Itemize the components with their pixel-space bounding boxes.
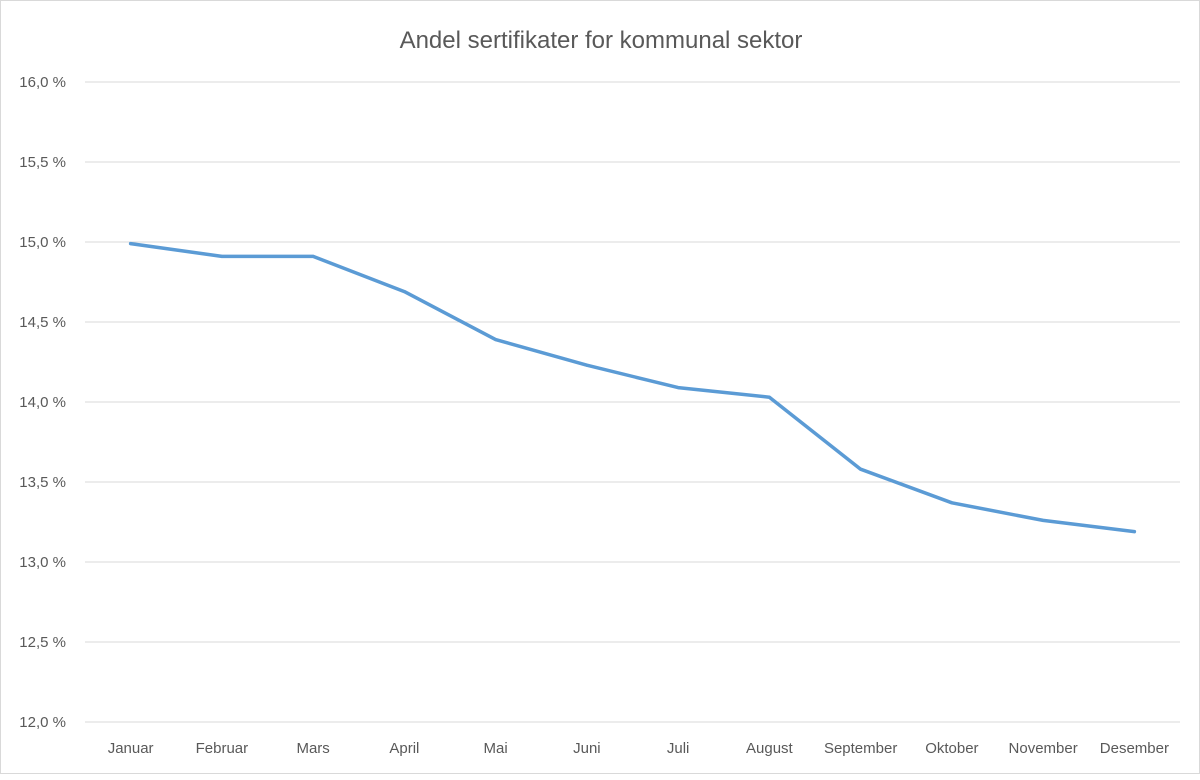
data-point bbox=[585, 363, 589, 367]
x-tick-label: Juli bbox=[667, 740, 690, 757]
data-point bbox=[129, 242, 133, 246]
x-tick-label: Oktober bbox=[925, 740, 978, 757]
data-point bbox=[1041, 518, 1045, 522]
chart-title: Andel sertifikater for kommunal sektor bbox=[400, 27, 803, 54]
y-tick-label: 12,0 % bbox=[19, 714, 66, 731]
y-tick-label: 14,5 % bbox=[19, 314, 66, 331]
x-tick-label: Juni bbox=[573, 740, 601, 757]
x-tick-label: Desember bbox=[1100, 740, 1169, 757]
x-tick-label: Mai bbox=[484, 740, 508, 757]
y-tick-label: 15,5 % bbox=[19, 154, 66, 171]
y-tick-label: 13,5 % bbox=[19, 474, 66, 491]
y-tick-label: 15,0 % bbox=[19, 234, 66, 251]
x-tick-label: Januar bbox=[108, 740, 154, 757]
data-point bbox=[859, 467, 863, 471]
data-point bbox=[950, 501, 954, 505]
y-tick-label: 12,5 % bbox=[19, 634, 66, 651]
data-point bbox=[767, 395, 771, 399]
data-point bbox=[311, 254, 315, 258]
y-axis-ticks: 12,0 % 12,5 % 13,0 % 13,5 % 14,0 % 14,5 % 15,0… bbox=[19, 74, 66, 731]
x-tick-label: Mars bbox=[296, 740, 329, 757]
x-tick-label: August bbox=[746, 740, 794, 757]
series bbox=[128, 241, 1137, 534]
y-tick-label: 13,0 % bbox=[19, 554, 66, 571]
data-point bbox=[220, 254, 224, 258]
x-tick-label: September bbox=[824, 740, 897, 757]
series-line bbox=[128, 241, 1137, 534]
y-tick-label: 16,0 % bbox=[19, 74, 66, 91]
y-tick-label: 14,0 % bbox=[19, 394, 66, 411]
data-point bbox=[1132, 530, 1136, 534]
gridlines bbox=[85, 81, 1180, 723]
data-point bbox=[402, 290, 406, 294]
data-point bbox=[494, 338, 498, 342]
x-tick-label: April bbox=[389, 740, 419, 757]
data-point bbox=[676, 386, 680, 390]
x-tick-label: Februar bbox=[196, 740, 249, 757]
x-tick-label: November bbox=[1009, 740, 1078, 757]
x-axis-ticks: Januar Februar Mars April Mai Juni Juli August S… bbox=[108, 740, 1169, 757]
